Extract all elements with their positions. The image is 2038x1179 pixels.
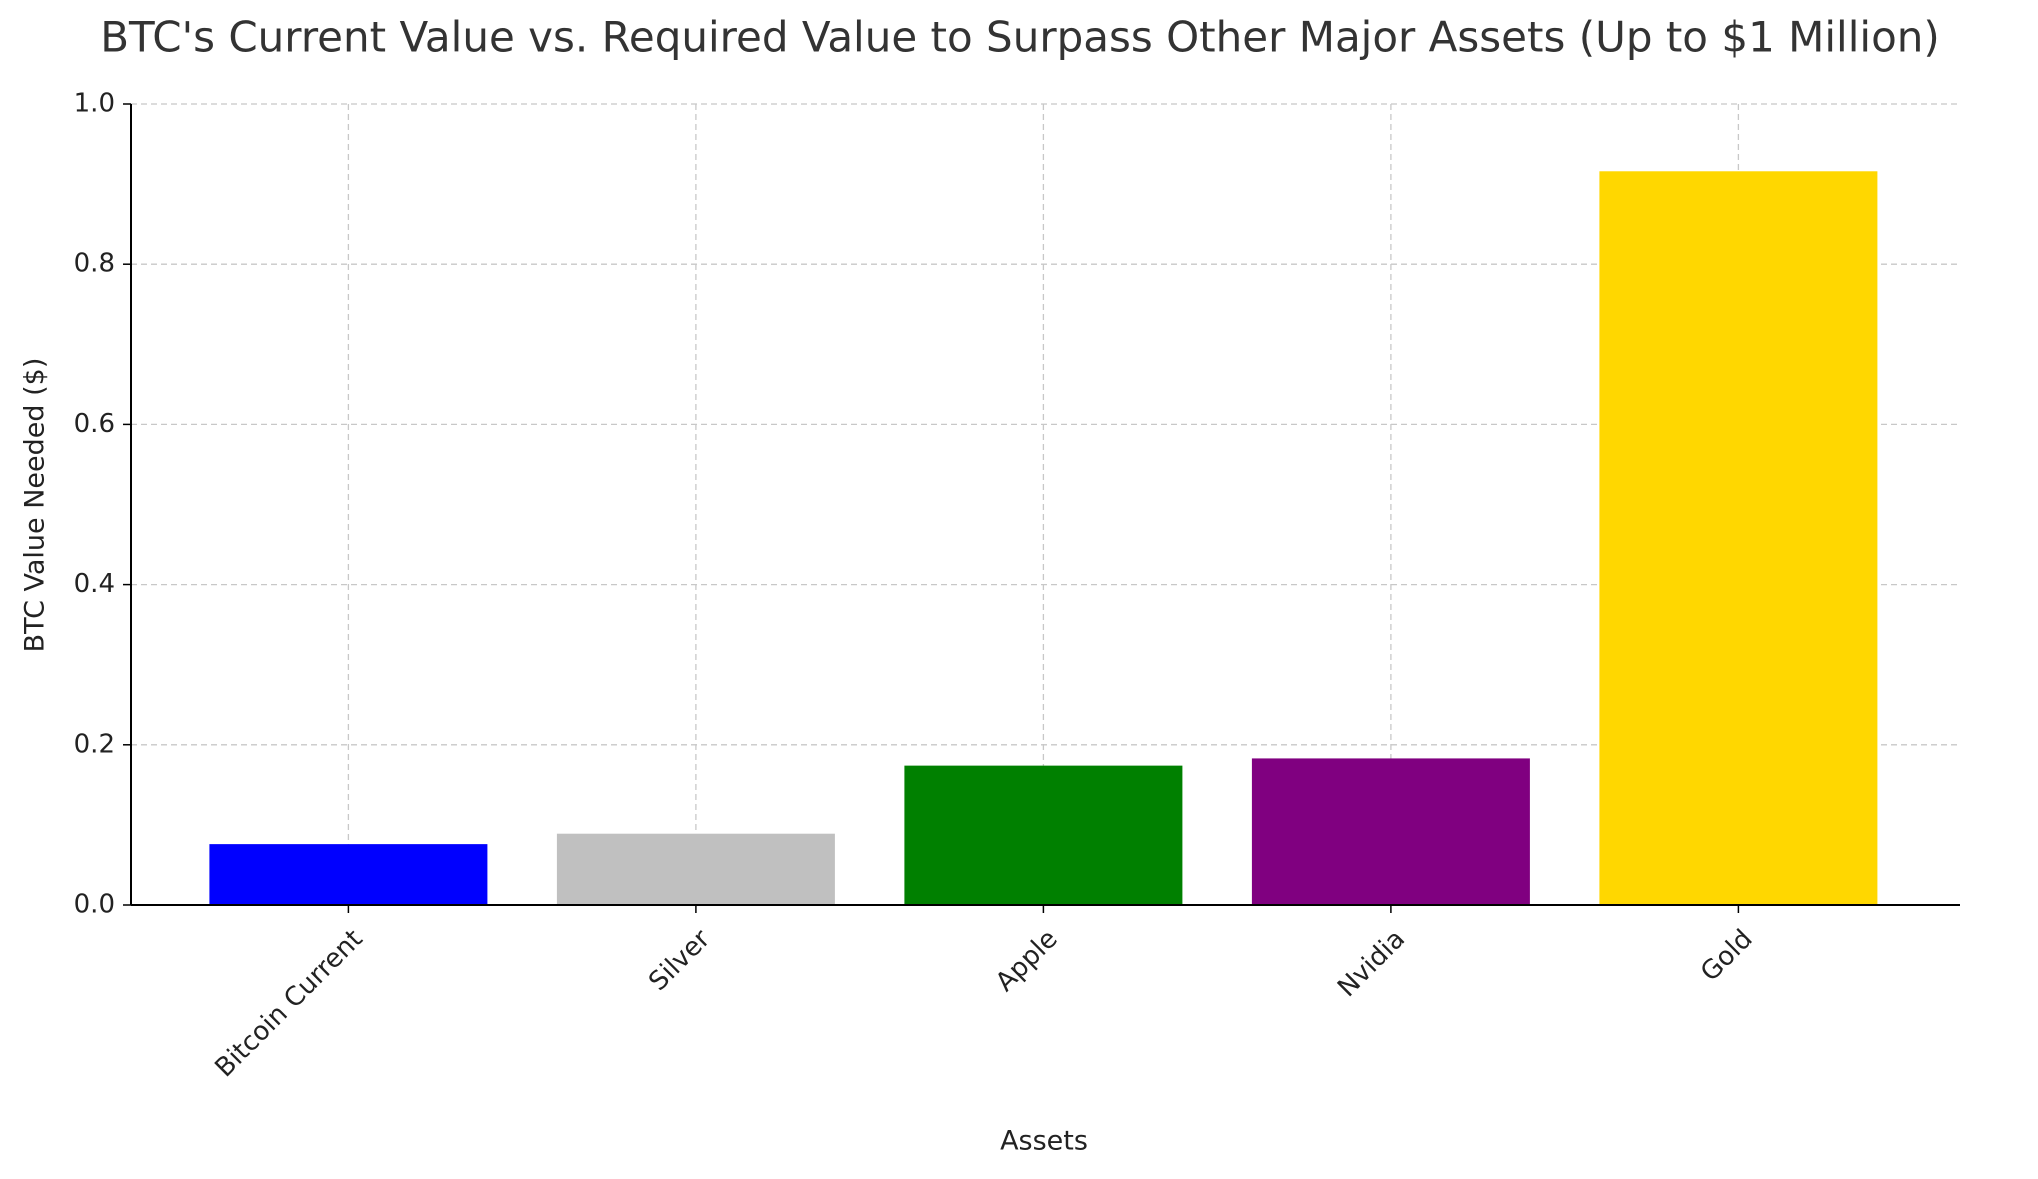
x-tick-label: Apple — [990, 924, 1064, 998]
y-tick-label: 0.0 — [74, 890, 115, 920]
y-tick-label: 1.0 — [74, 89, 115, 119]
chart-title: BTC's Current Value vs. Required Value t… — [100, 13, 1940, 62]
bar — [904, 765, 1183, 905]
x-axis-label: Assets — [1000, 1126, 1088, 1157]
bar — [1599, 171, 1878, 905]
bar — [1251, 758, 1530, 905]
y-tick-label: 0.8 — [74, 249, 115, 279]
x-tick-label: Bitcoin Current — [209, 924, 368, 1083]
x-tick-label: Nvidia — [1332, 924, 1411, 1003]
y-axis-label: BTC Value Needed ($) — [20, 358, 51, 653]
x-tick-label: Gold — [1695, 924, 1758, 987]
y-tick-label: 0.6 — [74, 409, 115, 439]
bar — [209, 844, 488, 905]
y-tick-label: 0.4 — [74, 569, 115, 599]
bar — [556, 833, 835, 905]
x-tick-label: Silver — [643, 924, 716, 997]
y-tick-label: 0.2 — [74, 729, 115, 759]
